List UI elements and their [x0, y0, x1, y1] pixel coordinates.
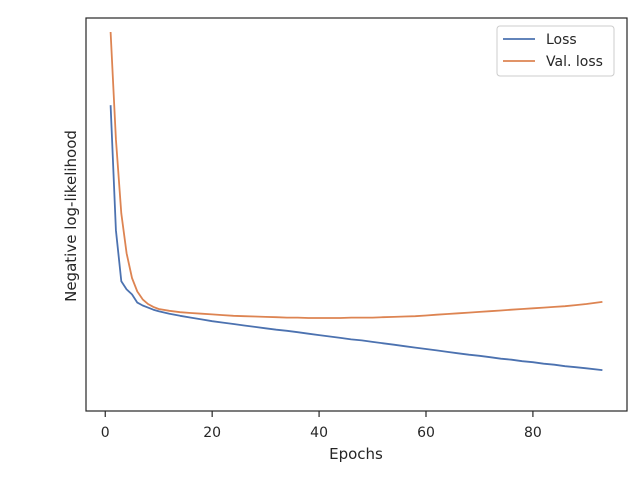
plot-area: 0 20 40 60 80 — [85, 17, 628, 441]
y-axis-label: Negative log-likelihood — [62, 130, 80, 302]
x-tick-label: 0 — [101, 425, 110, 441]
x-axis-label: Epochs — [329, 445, 383, 463]
series-line-2 — [109, 31, 603, 319]
legend-label-2: Val. loss — [546, 54, 603, 70]
x-tick-label: 40 — [310, 425, 328, 441]
legend-label-1: Loss — [546, 32, 577, 48]
x-tick-label: 80 — [524, 425, 542, 441]
legend: Loss Val. loss — [496, 25, 615, 77]
x-ticks: 0 20 40 60 80 — [101, 411, 542, 441]
series-line-1 — [109, 105, 603, 371]
x-tick-label: 20 — [203, 425, 221, 441]
series-layer — [109, 31, 603, 371]
plot-frame — [85, 17, 628, 412]
x-tick-label: 60 — [417, 425, 435, 441]
